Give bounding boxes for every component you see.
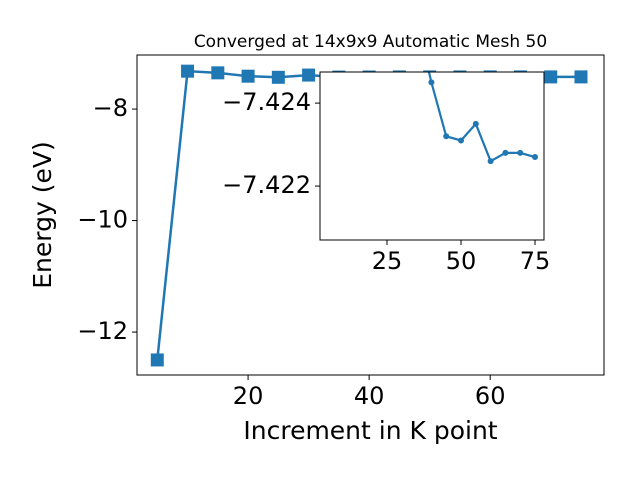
marker [211,66,225,80]
marker [544,70,558,84]
marker [443,133,450,140]
y-tick-label: −8 [93,94,128,122]
axes-frame [136,54,605,376]
marker [150,353,164,367]
x-tick-label: 40 [354,382,385,410]
marker [487,158,494,165]
marker [271,70,285,84]
marker [428,79,435,86]
marker [574,70,588,84]
marker [181,64,195,78]
axes-frame [319,71,545,241]
marker [532,154,539,161]
y-axis-label: Energy (eV) [28,141,57,288]
y-tick-label: −7.422 [222,171,311,199]
x-axis-label: Increment in K point [243,416,497,445]
marker [502,149,509,156]
axes-background [320,72,544,240]
y-tick-label: −12 [77,317,128,345]
marker [241,69,255,83]
x-tick-label: 25 [372,247,403,275]
marker [472,120,479,127]
chart-title: Converged at 14x9x9 Automatic Mesh 50 [194,32,547,52]
marker [302,68,316,82]
marker [517,149,524,156]
x-tick-label: 20 [233,382,264,410]
x-tick-label: 60 [475,382,506,410]
x-tick-label: 75 [520,247,551,275]
y-tick-label: −10 [77,206,128,234]
x-tick-label: 50 [446,247,477,275]
plot-area [427,72,539,165]
axes: 25 50 75 −7.424 −7.422 [222,71,551,275]
y-tick-label: −7.424 [222,88,311,116]
marker [458,137,465,144]
